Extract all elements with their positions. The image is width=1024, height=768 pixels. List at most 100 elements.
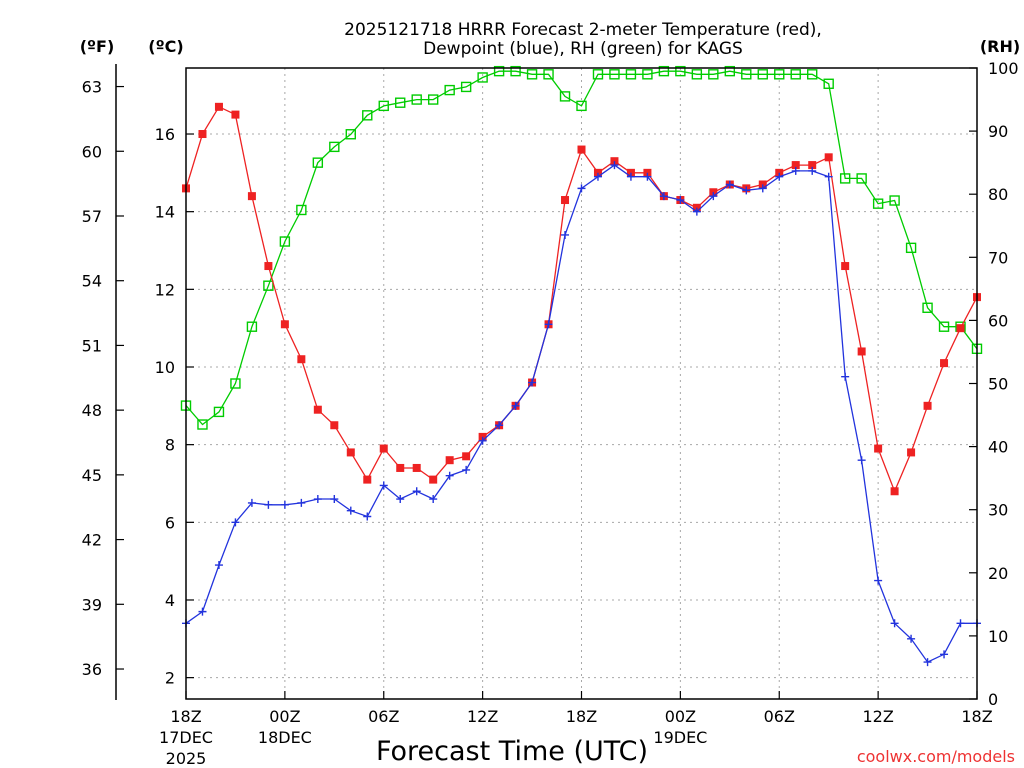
rh-point xyxy=(526,69,538,80)
fahrenheit-tick-label: 48 xyxy=(82,401,102,420)
rh-axis: 0 10 20 30 40 50 60 70 80 90 100 xyxy=(969,59,1019,709)
temperature-point xyxy=(346,448,355,457)
time-tick-label: 12Z xyxy=(862,707,893,726)
rh-point xyxy=(263,280,274,291)
dewpoint-point xyxy=(808,166,817,175)
dewpoint-point xyxy=(758,184,767,193)
dewpoint-point xyxy=(429,495,438,504)
rh-point xyxy=(345,129,356,140)
dewpoint-point xyxy=(923,658,932,667)
rh-point xyxy=(609,69,620,80)
temperature-point xyxy=(330,421,339,430)
dewpoint-point xyxy=(791,166,800,175)
temperature-point xyxy=(462,452,471,461)
dewpoint-point xyxy=(626,172,635,181)
rh-point xyxy=(905,242,917,254)
rh-point xyxy=(938,321,950,332)
temperature-point xyxy=(907,448,916,457)
rh-tick-label: 60 xyxy=(988,311,1008,330)
rh-point xyxy=(378,100,389,112)
celsius-tick-label: 16 xyxy=(155,125,175,144)
plot-frame xyxy=(185,67,978,700)
dewpoint-point xyxy=(511,401,520,410)
temperature-point xyxy=(363,475,372,484)
celsius-tick-label: 2 xyxy=(165,669,175,688)
dewpoint-point xyxy=(659,192,668,201)
celsius-tick-label: 14 xyxy=(155,203,175,222)
dewpoint-point xyxy=(297,498,306,507)
rh-point xyxy=(823,78,834,89)
dewpoint-point xyxy=(445,471,454,480)
celsius-tick-label: 6 xyxy=(165,513,175,532)
rh-tick-label: 40 xyxy=(988,438,1008,457)
time-tick-date: 17DEC xyxy=(159,728,213,747)
rh-point xyxy=(230,378,241,389)
temperature-point xyxy=(874,444,883,453)
temperature-point xyxy=(429,475,438,484)
temperature-point xyxy=(956,324,965,333)
rh-point xyxy=(329,141,340,153)
rh-point xyxy=(856,173,867,184)
rh-point xyxy=(757,69,768,80)
rh-point xyxy=(279,236,291,247)
time-tick-label: 06Z xyxy=(764,707,795,726)
fahrenheit-tick-label: 51 xyxy=(82,336,102,355)
rh-point xyxy=(444,84,455,96)
rh-point xyxy=(576,100,587,112)
series-dewpoint xyxy=(182,161,981,667)
temperature-point xyxy=(445,456,454,465)
temperature-point xyxy=(940,359,949,368)
rh-line xyxy=(185,70,978,426)
dewpoint-point xyxy=(396,495,405,504)
rh-point xyxy=(411,94,422,105)
celsius-tick-label: 4 xyxy=(165,591,175,610)
dewpoint-point xyxy=(725,180,734,189)
dewpoint-point xyxy=(346,506,355,515)
temperature-point xyxy=(890,487,899,496)
rh-tick-label: 80 xyxy=(988,185,1008,204)
dewpoint-point xyxy=(643,172,652,181)
dewpoint-point xyxy=(857,456,866,465)
dewpoint-point xyxy=(214,561,223,570)
rh-point xyxy=(691,69,703,80)
rh-tick-label: 30 xyxy=(988,501,1008,520)
rh-point xyxy=(213,406,225,418)
temperature-point xyxy=(297,355,306,364)
fahrenheit-tick-label: 54 xyxy=(82,272,102,291)
temperature-point xyxy=(808,161,817,170)
dewpoint-point xyxy=(610,161,619,170)
time-tick-label: 06Z xyxy=(368,707,399,726)
rh-point xyxy=(922,302,933,313)
dewpoint-point xyxy=(280,500,289,509)
rh-point xyxy=(708,69,719,80)
dewpoint-point xyxy=(528,378,537,387)
fahrenheit-tick-label: 57 xyxy=(82,207,102,226)
temperature-point xyxy=(264,262,273,271)
rh-point xyxy=(296,204,307,216)
temperature-point xyxy=(247,192,256,201)
rh-point xyxy=(477,72,488,83)
dewpoint-point xyxy=(264,500,273,509)
rh-tick-label: 70 xyxy=(988,248,1008,267)
dewpoint-point xyxy=(462,465,471,474)
rh-point xyxy=(427,94,439,105)
celsius-axis: 2 4 6 8 10 12 14 16 xyxy=(155,125,194,688)
time-tick-label: 12Z xyxy=(467,707,498,726)
fahrenheit-tick-label: 45 xyxy=(82,466,102,485)
rh-point xyxy=(493,65,505,77)
dewpoint-point xyxy=(593,172,602,181)
dewpoint-point xyxy=(313,495,322,504)
rh-tick-label: 0 xyxy=(988,690,998,709)
chart-title-line2: Dewpoint (blue), RH (green) for KAGS xyxy=(423,39,743,59)
temperature-point xyxy=(561,196,570,205)
rh-point xyxy=(312,157,324,168)
temperature-point xyxy=(280,320,289,329)
temperature-point xyxy=(577,145,586,154)
rh-point xyxy=(774,69,785,80)
rh-point xyxy=(559,91,571,102)
celsius-tick-label: 8 xyxy=(165,436,175,455)
temperature-point xyxy=(231,110,240,119)
chart-title-line1: 2025121718 HRRR Forecast 2-meter Tempera… xyxy=(344,20,822,40)
time-tick-date: 18DEC xyxy=(258,728,312,747)
dewpoint-point xyxy=(709,192,718,201)
